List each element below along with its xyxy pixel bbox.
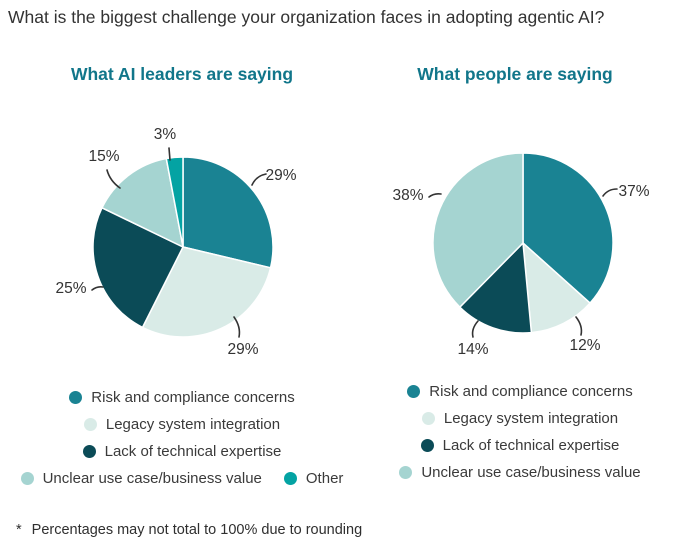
legend-dot-lack xyxy=(82,445,96,458)
pie2-label-risk: 37% xyxy=(618,183,650,200)
pie-slice-0 xyxy=(522,152,614,304)
legend-dot-legacy xyxy=(83,418,97,431)
legend-dot-legacy xyxy=(421,412,435,425)
legend-label-unclear: Unclear use case/business value xyxy=(42,470,262,487)
pie-slice-2 xyxy=(459,242,533,334)
legend-dot-unclear xyxy=(20,472,34,485)
pie-chart-people xyxy=(432,152,614,334)
pie1-label-unclear: 15% xyxy=(88,148,120,165)
footnote-asterisk: * xyxy=(16,522,22,538)
legend-dot-risk xyxy=(69,391,83,404)
legend-row: Risk and compliance concerns xyxy=(370,383,670,400)
pie-chart-ai-leaders xyxy=(92,156,274,338)
pie-slice-3 xyxy=(432,152,524,308)
legend-label-other: Other xyxy=(305,470,344,487)
legend-people: Risk and compliance concerns Legacy syst… xyxy=(370,383,670,491)
pie1-label-legacy: 29% xyxy=(227,341,259,358)
legend-row: Lack of technical expertise xyxy=(8,443,356,460)
legend-row: Unclear use case/business value Other xyxy=(8,470,356,487)
legend-label-legacy: Legacy system integration xyxy=(105,416,281,433)
legend-dot-lack xyxy=(420,439,434,452)
legend-dot-risk xyxy=(407,385,421,398)
legend-row: Risk and compliance concerns xyxy=(8,389,356,406)
legend-label-legacy: Legacy system integration xyxy=(443,410,619,427)
legend-ai-leaders: Risk and compliance concerns Legacy syst… xyxy=(8,389,356,497)
legend-row: Legacy system integration xyxy=(370,410,670,427)
pie2-label-lack: 14% xyxy=(457,341,489,358)
pie2-label-legacy: 12% xyxy=(569,337,601,354)
legend-label-risk: Risk and compliance concerns xyxy=(91,389,295,406)
legend-row: Lack of technical expertise xyxy=(370,437,670,454)
chart-title-people: What people are saying xyxy=(417,64,613,84)
legend-dot-other xyxy=(283,472,297,485)
pie2-label-unclear: 38% xyxy=(392,187,424,204)
legend-row: Unclear use case/business value xyxy=(370,464,670,481)
legend-label-lack: Lack of technical expertise xyxy=(104,443,282,460)
pie-slice-1 xyxy=(522,242,591,334)
legend-dot-unclear xyxy=(399,466,413,479)
pie-slice-3 xyxy=(101,157,184,248)
pie1-label-risk: 29% xyxy=(265,167,297,184)
footnote: * Percentages may not total to 100% due … xyxy=(16,522,362,538)
chart-title-ai-leaders: What AI leaders are saying xyxy=(70,64,294,84)
footnote-text: Percentages may not total to 100% due to… xyxy=(31,522,363,538)
legend-row: Legacy system integration xyxy=(8,416,356,433)
pie-slice-1 xyxy=(141,246,272,338)
legend-label-unclear: Unclear use case/business value xyxy=(421,464,641,481)
pie1-label-other: 3% xyxy=(153,126,177,143)
pie-slice-0 xyxy=(182,156,274,269)
legend-label-lack: Lack of technical expertise xyxy=(442,437,620,454)
pie1-label-lack: 25% xyxy=(55,280,87,297)
legend-label-risk: Risk and compliance concerns xyxy=(429,383,633,400)
pie-slice-4 xyxy=(165,156,184,248)
pie-slice-2 xyxy=(92,207,184,329)
page-title: What is the biggest challenge your organ… xyxy=(8,7,605,27)
